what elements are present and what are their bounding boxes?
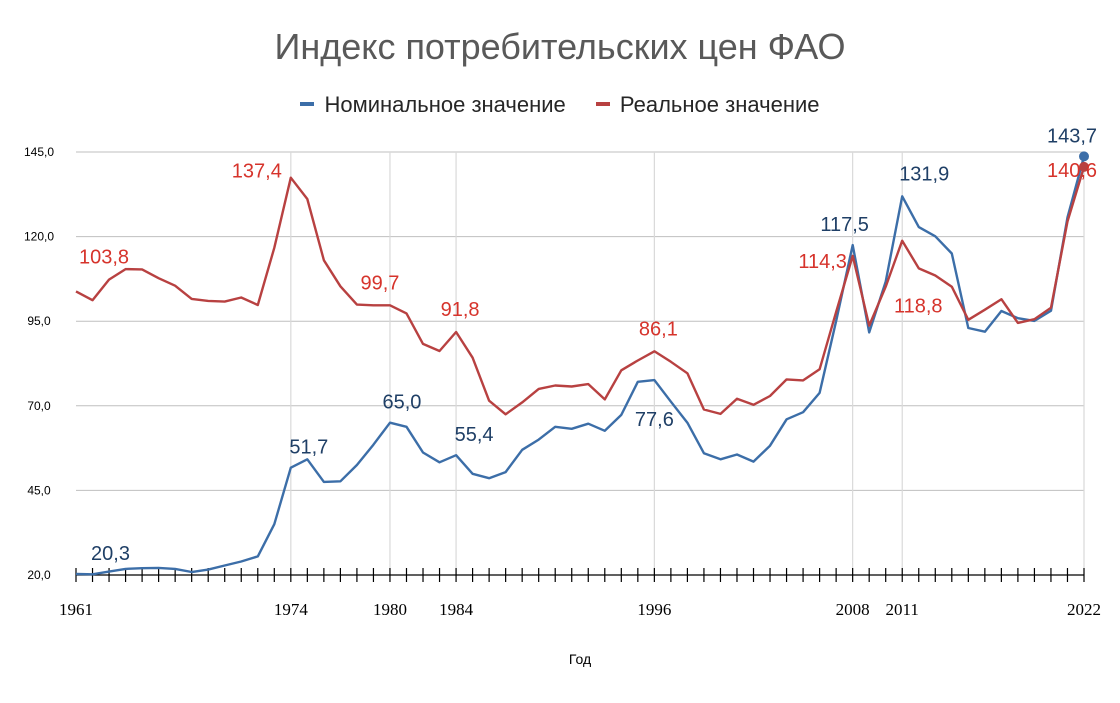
y-tick-label: 95,0 xyxy=(27,314,51,328)
x-tick-label: 1974 xyxy=(274,600,309,619)
data-label-nominal: 131,9 xyxy=(899,163,949,185)
data-label-nominal: 143,7 xyxy=(1047,125,1097,147)
legend-item-nominal: Номинальное значение xyxy=(300,92,566,118)
data-labels: 20,3 51,7 65,0 55,4 77,6 117,5 131,9 143,7 103,8… xyxy=(79,125,1097,565)
vertical-guides xyxy=(290,152,1085,575)
x-axis-title: Год xyxy=(569,651,591,667)
y-tick-label: 45,0 xyxy=(27,483,51,497)
chart-title: Индекс потребительских цен ФАО xyxy=(274,26,846,67)
data-label-real: 114,3 xyxy=(798,251,847,273)
data-label-real: 99,7 xyxy=(360,272,399,294)
data-label-nominal: 55,4 xyxy=(455,424,494,446)
legend-label-real: Реальное значение xyxy=(619,92,820,117)
data-label-nominal: 65,0 xyxy=(382,392,421,414)
x-tick-label: 1980 xyxy=(373,600,407,619)
data-label-real: 91,8 xyxy=(441,299,480,321)
y-tick-label: 145,0 xyxy=(24,145,54,159)
x-tick-label: 2022 xyxy=(1067,600,1101,619)
data-label-real: 137,4 xyxy=(232,161,282,183)
series-line-nominal xyxy=(75,156,1086,576)
data-label-nominal: 77,6 xyxy=(635,409,674,431)
series-endpoint-real xyxy=(1079,161,1089,172)
x-tick-label: 1961 xyxy=(59,600,93,619)
legend-label-nominal: Номинальное значение xyxy=(324,92,566,117)
grid-layer: 20,0 45,0 70,0 95,0 120,0 145,0 xyxy=(24,145,1084,582)
legend: Номинальное значение Реальное значение xyxy=(0,92,1120,118)
data-label-nominal: 117,5 xyxy=(820,214,869,236)
x-tick-label: 1984 xyxy=(439,600,474,619)
data-label-real: 118,8 xyxy=(894,296,943,318)
data-label-nominal: 20,3 xyxy=(91,543,130,565)
legend-swatch-nominal xyxy=(300,102,315,107)
y-tick-label: 70,0 xyxy=(27,399,51,413)
series-layer xyxy=(75,151,1089,576)
legend-item-real: Реальное значение xyxy=(595,92,820,118)
series-endpoint-nominal xyxy=(1079,151,1089,162)
y-tick-label: 120,0 xyxy=(24,230,54,244)
data-label-real: 103,8 xyxy=(79,246,129,268)
x-axis: 1961 1974 1980 1984 1996 2008 2011 2022 xyxy=(59,568,1101,619)
x-tick-label: 2008 xyxy=(836,600,870,619)
data-label-real: 86,1 xyxy=(639,318,678,340)
legend-swatch-real xyxy=(595,102,610,107)
x-tick-label: 2011 xyxy=(886,600,919,619)
data-label-real: 140,6 xyxy=(1047,160,1097,182)
y-tick-label: 20,0 xyxy=(27,568,51,582)
x-tick-label: 1996 xyxy=(637,600,671,619)
series-line-real xyxy=(75,166,1086,416)
data-label-nominal: 51,7 xyxy=(289,437,328,459)
